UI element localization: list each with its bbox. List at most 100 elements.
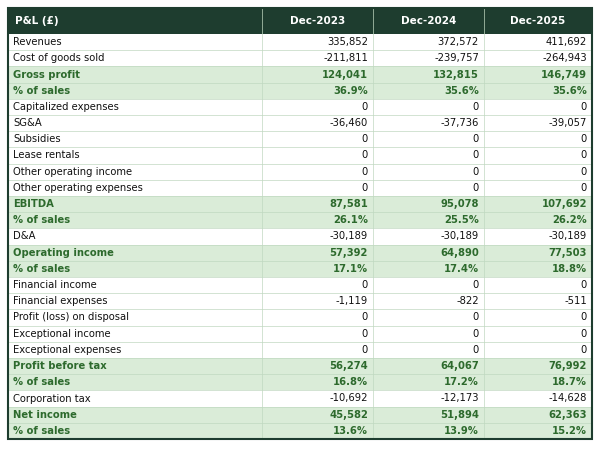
Text: 0: 0 <box>581 167 587 177</box>
Text: -511: -511 <box>564 296 587 306</box>
Bar <box>8 407 592 423</box>
Bar <box>8 228 592 245</box>
Text: 0: 0 <box>362 280 368 290</box>
Text: -822: -822 <box>457 296 479 306</box>
Text: 35.6%: 35.6% <box>444 86 479 96</box>
Bar <box>8 358 592 374</box>
Text: 18.7%: 18.7% <box>552 377 587 387</box>
Text: Operating income: Operating income <box>13 248 114 258</box>
Text: 13.9%: 13.9% <box>444 426 479 436</box>
Text: % of sales: % of sales <box>13 215 70 225</box>
Text: -264,943: -264,943 <box>542 53 587 63</box>
Text: Capitalized expenses: Capitalized expenses <box>13 102 119 112</box>
Text: Net income: Net income <box>13 410 77 420</box>
Text: 0: 0 <box>473 329 479 339</box>
Text: 26.1%: 26.1% <box>333 215 368 225</box>
Text: 0: 0 <box>473 167 479 177</box>
Bar <box>8 83 592 99</box>
Text: 0: 0 <box>362 329 368 339</box>
Bar <box>8 245 592 261</box>
Text: Exceptional income: Exceptional income <box>13 329 110 339</box>
Text: 146,749: 146,749 <box>541 70 587 80</box>
Text: Dec-2023: Dec-2023 <box>290 16 345 26</box>
Text: Financial income: Financial income <box>13 280 97 290</box>
Text: 17.4%: 17.4% <box>444 264 479 274</box>
Text: 77,503: 77,503 <box>548 248 587 258</box>
Text: SG&A: SG&A <box>13 118 42 128</box>
Text: -12,173: -12,173 <box>440 394 479 404</box>
Text: 0: 0 <box>581 151 587 161</box>
Text: 16.8%: 16.8% <box>333 377 368 387</box>
Text: EBITDA: EBITDA <box>13 199 54 209</box>
Text: -30,189: -30,189 <box>330 232 368 242</box>
Text: 411,692: 411,692 <box>546 37 587 47</box>
Bar <box>8 212 592 228</box>
Text: 17.2%: 17.2% <box>444 377 479 387</box>
Text: 0: 0 <box>362 134 368 144</box>
Text: Profit (loss) on disposal: Profit (loss) on disposal <box>13 313 129 323</box>
Bar <box>8 8 592 34</box>
Text: 15.2%: 15.2% <box>552 426 587 436</box>
Text: Financial expenses: Financial expenses <box>13 296 107 306</box>
Text: 0: 0 <box>362 167 368 177</box>
Text: 0: 0 <box>473 313 479 323</box>
Text: 0: 0 <box>581 183 587 193</box>
Text: 132,815: 132,815 <box>433 70 479 80</box>
Text: 51,894: 51,894 <box>440 410 479 420</box>
Bar <box>8 261 592 277</box>
Text: Corporation tax: Corporation tax <box>13 394 91 404</box>
Text: Other operating income: Other operating income <box>13 167 132 177</box>
Bar <box>8 34 592 50</box>
Bar <box>8 196 592 212</box>
Bar <box>8 390 592 407</box>
Text: Other operating expenses: Other operating expenses <box>13 183 143 193</box>
Text: 0: 0 <box>362 313 368 323</box>
Bar <box>8 164 592 180</box>
Text: 56,274: 56,274 <box>329 361 368 371</box>
Text: 0: 0 <box>473 134 479 144</box>
Text: 107,692: 107,692 <box>542 199 587 209</box>
Text: -37,736: -37,736 <box>440 118 479 128</box>
Text: -239,757: -239,757 <box>434 53 479 63</box>
Text: 0: 0 <box>473 280 479 290</box>
Text: Subsidies: Subsidies <box>13 134 61 144</box>
Text: % of sales: % of sales <box>13 377 70 387</box>
Text: 64,890: 64,890 <box>440 248 479 258</box>
Text: D&A: D&A <box>13 232 35 242</box>
Text: % of sales: % of sales <box>13 264 70 274</box>
Text: Cost of goods sold: Cost of goods sold <box>13 53 104 63</box>
Text: 0: 0 <box>581 313 587 323</box>
Bar <box>8 342 592 358</box>
Text: 124,041: 124,041 <box>322 70 368 80</box>
Text: Profit before tax: Profit before tax <box>13 361 107 371</box>
Text: 0: 0 <box>581 345 587 355</box>
Bar <box>8 50 592 66</box>
Text: 64,067: 64,067 <box>440 361 479 371</box>
Text: 76,992: 76,992 <box>548 361 587 371</box>
Text: P&L (£): P&L (£) <box>15 16 59 26</box>
Text: 0: 0 <box>473 183 479 193</box>
Text: 335,852: 335,852 <box>327 37 368 47</box>
Bar <box>8 99 592 115</box>
Bar <box>8 423 592 439</box>
Text: -36,460: -36,460 <box>330 118 368 128</box>
Bar <box>8 180 592 196</box>
Text: -1,119: -1,119 <box>336 296 368 306</box>
Text: 35.6%: 35.6% <box>552 86 587 96</box>
Text: -30,189: -30,189 <box>441 232 479 242</box>
Text: 87,581: 87,581 <box>329 199 368 209</box>
Text: 0: 0 <box>362 102 368 112</box>
Text: Dec-2025: Dec-2025 <box>511 16 566 26</box>
Text: % of sales: % of sales <box>13 426 70 436</box>
Bar <box>8 277 592 293</box>
Text: Gross profit: Gross profit <box>13 70 80 80</box>
Text: 57,392: 57,392 <box>329 248 368 258</box>
Text: 0: 0 <box>362 151 368 161</box>
Text: -39,057: -39,057 <box>548 118 587 128</box>
Text: 13.6%: 13.6% <box>333 426 368 436</box>
Text: 0: 0 <box>473 151 479 161</box>
Bar <box>8 66 592 83</box>
Bar <box>8 374 592 390</box>
Text: 0: 0 <box>581 134 587 144</box>
Text: 0: 0 <box>581 280 587 290</box>
